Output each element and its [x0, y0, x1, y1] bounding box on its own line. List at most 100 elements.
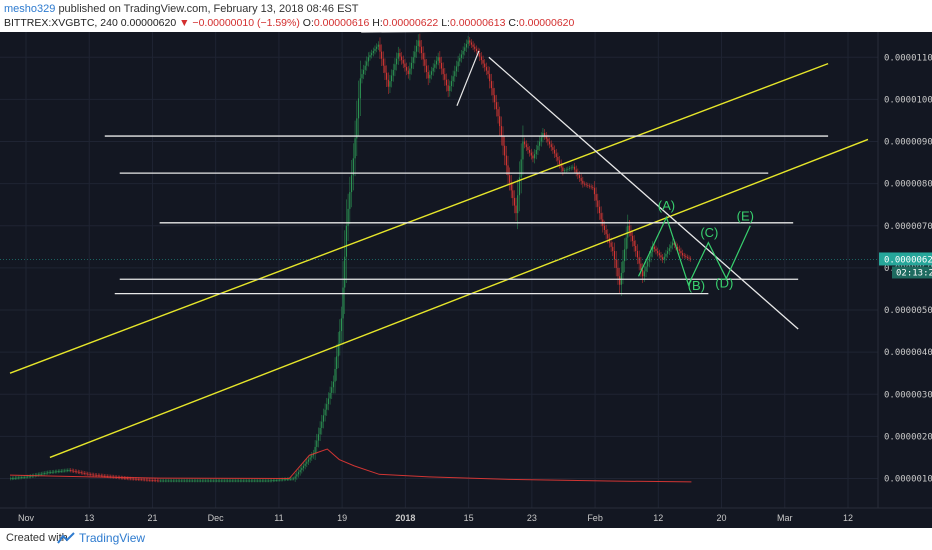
- candle-body: [499, 116, 501, 127]
- candle-body: [316, 440, 318, 447]
- candle-body: [677, 246, 679, 249]
- candle-body: [435, 60, 438, 65]
- candle-body: [292, 478, 295, 480]
- candle-body: [667, 251, 669, 254]
- candle-body: [14, 477, 16, 479]
- time-axis-labels: Nov 13 21 Dec 11 19 2018 15 23 Feb 12 20 Mar 12: [18, 513, 853, 523]
- candle-body: [200, 480, 202, 482]
- candle-body: [540, 137, 542, 142]
- candle-body: [665, 253, 667, 257]
- candle-body: [82, 472, 84, 474]
- candle-body: [439, 57, 441, 63]
- candle-body: [158, 480, 160, 482]
- y-tick-label: 0.00001100: [884, 53, 932, 63]
- candle-body: [196, 480, 199, 482]
- candle-body: [80, 472, 82, 474]
- candle-body: [155, 480, 157, 482]
- candle-body: [59, 471, 61, 472]
- candle-body: [479, 53, 481, 57]
- last-price: 0.00000620: [120, 17, 177, 29]
- candle-body: [563, 170, 566, 172]
- candle-body: [555, 153, 557, 157]
- candle-body: [238, 480, 240, 482]
- candle-body: [467, 40, 469, 44]
- candle-body: [177, 480, 179, 482]
- candle-body: [102, 475, 104, 477]
- candle-body: [673, 242, 675, 245]
- wave-path: [637, 215, 751, 287]
- candle-body: [597, 200, 599, 207]
- ohlc-info: BITTREX:XVGBTC, 240 0.00000620 ▼ −0.0000…: [4, 17, 574, 29]
- candle-body: [128, 478, 130, 480]
- candle-body: [487, 70, 489, 75]
- current-price-tag: [879, 252, 932, 266]
- candle-body: [307, 459, 310, 462]
- candle-body: [524, 141, 526, 145]
- candle-body: [54, 471, 56, 473]
- candle-body: [647, 261, 649, 267]
- wave-label: (A): [658, 198, 675, 213]
- candle-body: [180, 480, 182, 482]
- candle-body: [653, 246, 655, 249]
- candle-body: [633, 240, 635, 246]
- candle-body: [48, 472, 50, 473]
- candle-body: [452, 76, 454, 82]
- candle-body: [412, 57, 414, 63]
- candle-body: [47, 472, 49, 474]
- candle-body: [389, 81, 391, 87]
- candle-body: [547, 138, 549, 142]
- candle-body: [258, 480, 260, 482]
- candle-body: [399, 53, 401, 57]
- candle-body: [39, 474, 41, 475]
- down-trendline: [488, 56, 799, 330]
- candle-body: [183, 480, 186, 482]
- candle-body: [414, 51, 416, 58]
- candle-body: [429, 74, 431, 79]
- candle-body: [636, 251, 639, 258]
- candle-body: [354, 138, 356, 159]
- wave-label: (B): [688, 278, 705, 293]
- candle-body: [381, 51, 383, 59]
- candle-body: [424, 59, 426, 66]
- candle-body: [299, 470, 301, 473]
- candle-body: [334, 368, 336, 382]
- candle-body: [395, 58, 398, 65]
- chart-background: [0, 32, 932, 528]
- candle-body: [60, 470, 63, 472]
- candle-body: [304, 463, 306, 466]
- candle-body: [517, 195, 519, 214]
- countdown-tag: [892, 266, 932, 279]
- candle-body: [79, 472, 81, 473]
- candle-body: [372, 50, 374, 54]
- candle-body: [190, 480, 192, 482]
- author-link[interactable]: mesho329: [4, 3, 56, 15]
- candle-body: [193, 480, 195, 482]
- candle-body: [76, 471, 78, 473]
- candle-body: [231, 480, 233, 482]
- candle-body: [249, 480, 251, 482]
- candle-body: [558, 160, 561, 164]
- candle-body: [386, 72, 388, 80]
- plot-area[interactable]: (A) (B) (C) (D) (E): [9, 32, 869, 483]
- candle-body: [169, 480, 171, 482]
- candle-body: [672, 242, 674, 246]
- candle-body: [216, 480, 218, 482]
- publish-info: mesho329 published on TradingView.com, F…: [4, 3, 358, 15]
- candle-body: [630, 230, 632, 236]
- countdown-label: 02:13:25: [896, 268, 932, 278]
- candle-body: [40, 473, 43, 475]
- candle-body: [583, 183, 586, 185]
- candle-body: [10, 478, 12, 480]
- candle-body: [422, 53, 424, 60]
- candle-body: [53, 471, 55, 473]
- tradingview-brand[interactable]: TradingView: [79, 531, 146, 545]
- candle-body: [324, 409, 326, 416]
- candle-body: [482, 60, 484, 64]
- x-tick-label: Feb: [587, 513, 603, 523]
- candle-body: [50, 472, 52, 473]
- candle-body: [565, 169, 567, 171]
- symbol-label[interactable]: BITTREX:XVGBTC, 240: [4, 17, 118, 29]
- candle-body: [660, 255, 662, 258]
